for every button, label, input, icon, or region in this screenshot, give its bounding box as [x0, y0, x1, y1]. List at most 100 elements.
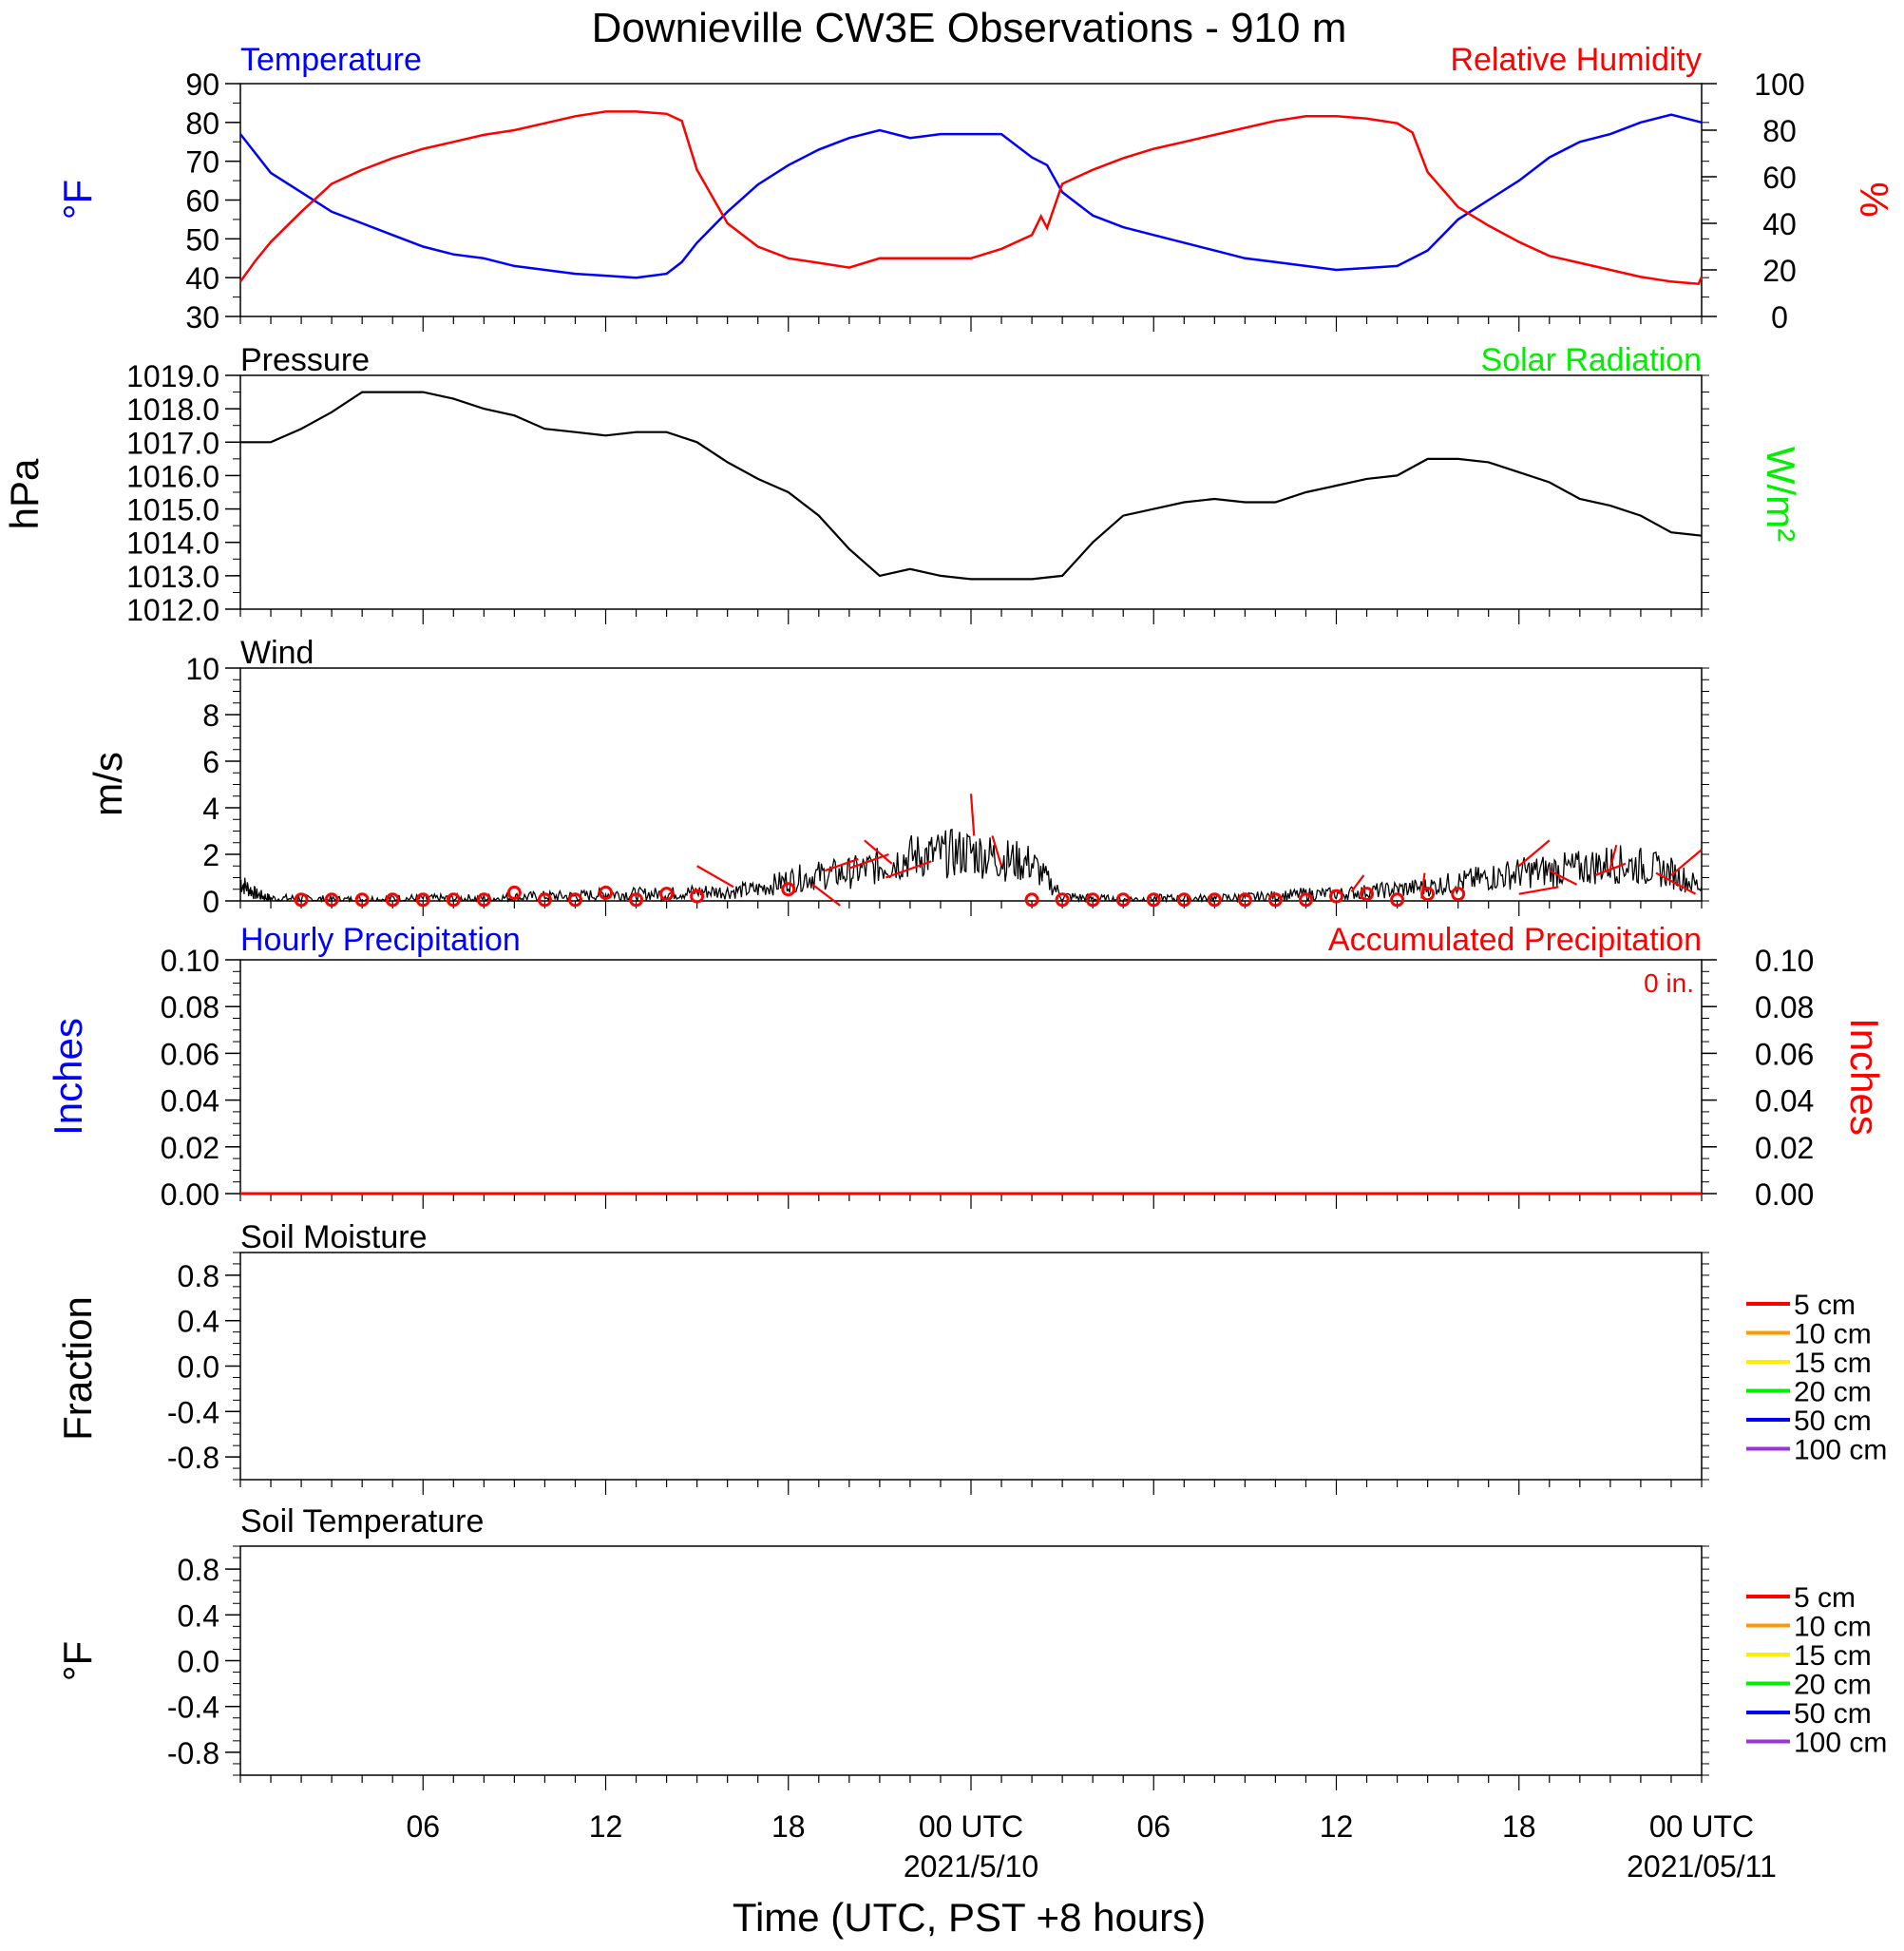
wind-hourly-marker — [629, 892, 644, 908]
y-tick-label: 0.4 — [178, 1598, 219, 1633]
y-tick-label: 6 — [202, 745, 219, 779]
legend-label: 20 cm — [1794, 1377, 1872, 1408]
panel-frame — [239, 959, 1703, 1195]
panel-wind: 0 2 4 6 8 10 Wind m/s — [86, 635, 1709, 919]
y-tick-label: -0.8 — [167, 1441, 219, 1475]
wind-hourly-marker — [1451, 887, 1466, 902]
wind-hourly-marker — [1024, 892, 1039, 908]
x-tick-label: 18 — [1502, 1809, 1536, 1844]
soil-moisture-axis-label: Fraction — [55, 1296, 100, 1441]
wind-barb — [969, 794, 976, 836]
y-tick-label: 1016.0 — [126, 459, 219, 493]
hourly-precip-title: Hourly Precipitation — [240, 922, 521, 958]
y-tick-label: 100 — [1754, 67, 1804, 102]
legend-label: 50 cm — [1794, 1698, 1872, 1730]
legend-label: 10 cm — [1794, 1319, 1872, 1350]
x-tick-label: 06 — [406, 1809, 440, 1844]
y-tick-label: 1015.0 — [126, 493, 219, 527]
y-tick-label: 20 — [1762, 254, 1797, 288]
accum-precip-total: 0 in. — [1644, 968, 1694, 998]
humidity-title: Relative Humidity — [1450, 42, 1702, 78]
wind-barb — [1655, 871, 1697, 895]
wind-hourly-marker — [599, 885, 613, 900]
y-tick-label: 1017.0 — [126, 426, 219, 460]
y-tick-label: 0.0 — [178, 1645, 219, 1679]
y-tick-label: 60 — [185, 184, 219, 219]
y-tick-label: 0.02 — [1755, 1131, 1814, 1165]
accum-precip-axis-label: Inches — [1842, 1018, 1887, 1136]
y-tick-label: 0.8 — [178, 1259, 219, 1293]
wind-title: Wind — [240, 635, 314, 671]
y-tick-label: 90 — [185, 67, 219, 102]
x-tick-date-label: 2021/05/11 — [1627, 1849, 1777, 1884]
chart-title: Downieville CW3E Observations - 910 m — [592, 5, 1347, 51]
soil-temperature-title: Soil Temperature — [240, 1503, 484, 1540]
y-tick-label: 0.06 — [161, 1037, 219, 1071]
wind-hourly-marker — [537, 892, 552, 908]
panel-frame — [239, 1252, 1703, 1481]
y-tick-label: 0 — [202, 885, 219, 919]
wind-hourly-marker — [1115, 892, 1131, 908]
legend-label: 100 cm — [1794, 1728, 1887, 1759]
y-tick-label: -0.4 — [167, 1691, 219, 1725]
legend-label: 10 cm — [1794, 1612, 1872, 1643]
wind-hourly-marker — [567, 892, 582, 908]
y-tick-label: 1013.0 — [126, 560, 219, 594]
wind-barb — [1594, 862, 1627, 877]
panel-frame — [239, 83, 1703, 317]
x-tick-label: 12 — [589, 1809, 623, 1844]
wind-barb — [1670, 849, 1703, 876]
panel-precipitation: 0.00 0.02 0.04 0.06 0.08 0.10 0.00 0.02 0.04 0.06… — [46, 922, 1887, 1212]
wind-hourly-marker — [1420, 887, 1436, 902]
wind-barb — [1350, 874, 1365, 892]
wind-hourly-marker — [659, 887, 675, 902]
wind-hourly-marker — [1298, 892, 1313, 908]
y-tick-label: 1014.0 — [126, 526, 219, 561]
x-axis-labels: 06 12 18 00 UTC 2021/5/10 06 12 18 00 UTC 2021/05… — [406, 1809, 1776, 1884]
y-tick-label: 80 — [1762, 114, 1797, 148]
x-tick-label: 06 — [1136, 1809, 1171, 1844]
y-tick-label: 0.08 — [161, 990, 219, 1024]
panel-soil-moisture: -0.8 -0.4 0.0 0.4 0.8 Soil Moisture Fraction 5 … — [55, 1219, 1887, 1495]
y-tick-label: 1019.0 — [126, 359, 219, 393]
panel-frame — [239, 1545, 1703, 1776]
panel-frame — [239, 667, 1703, 902]
wind-hourly-marker — [690, 889, 705, 904]
legend-label: 5 cm — [1794, 1290, 1856, 1321]
wind-hourly-marker — [1360, 887, 1375, 902]
y-tick-label: -0.4 — [167, 1395, 219, 1429]
soil-temperature-axis-label: °F — [55, 1641, 100, 1681]
y-tick-label: 0.04 — [1755, 1084, 1814, 1119]
y-tick-label: 0.08 — [1755, 990, 1814, 1024]
humidity-axis-label: % — [1852, 182, 1896, 217]
panel-frame — [239, 374, 1703, 610]
legend-label: 20 cm — [1794, 1670, 1872, 1701]
x-tick-label: 00 UTC — [1649, 1809, 1754, 1844]
y-tick-label: 4 — [202, 792, 219, 826]
wind-hourly-marker — [1055, 892, 1070, 908]
y-tick-label: 0.00 — [161, 1177, 219, 1212]
legend-label: 50 cm — [1794, 1406, 1872, 1437]
accum-precip-title: Accumulated Precipitation — [1328, 922, 1702, 958]
panel-pressure: 1012.01013.01014.01015.01016.01017.01018… — [2, 342, 1803, 627]
wind-barb — [811, 883, 841, 907]
wind-hourly-marker — [354, 892, 370, 908]
x-tick-label: 12 — [1320, 1809, 1354, 1844]
wind-barb — [1518, 839, 1551, 868]
y-tick-label: 8 — [202, 698, 219, 733]
x-axis-title: Time (UTC, PST +8 hours) — [733, 1895, 1206, 1940]
y-tick-label: 0.06 — [1755, 1037, 1814, 1071]
y-tick-label: 0.10 — [161, 944, 219, 978]
solar-axis-label: W/m² — [1759, 447, 1803, 542]
y-tick-label: 60 — [1762, 161, 1797, 195]
y-tick-label: 0 — [1771, 300, 1788, 335]
wind-hourly-marker — [1207, 892, 1222, 908]
wind-speed-line — [239, 828, 1703, 904]
wind-barb — [991, 835, 1003, 867]
y-tick-label: 10 — [185, 652, 219, 686]
y-tick-label: 0.8 — [178, 1553, 219, 1587]
y-tick-label: 2 — [202, 838, 219, 872]
